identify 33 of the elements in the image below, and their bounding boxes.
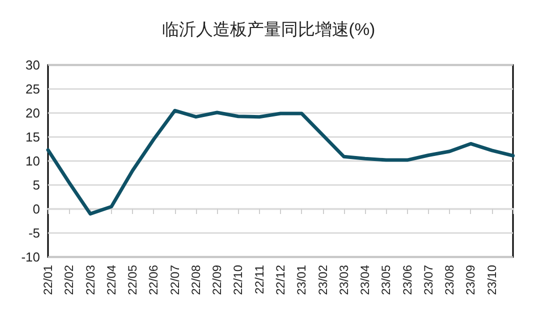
x-tick-label: 22/03 (83, 264, 98, 296)
y-tick-label: 0 (32, 202, 40, 216)
x-tick-label: 23/04 (358, 264, 372, 296)
x-tick-label: 22/10 (231, 264, 246, 296)
x-tick-label: 22/12 (274, 264, 288, 296)
x-tick-label: 22/07 (168, 264, 182, 296)
x-tick-label: 23/05 (379, 264, 394, 296)
y-tick-label: 10 (26, 154, 40, 168)
x-tick-label: 22/05 (126, 264, 140, 296)
x-tick-label: 23/03 (336, 264, 351, 296)
x-tick-label: 23/07 (421, 264, 436, 296)
x-tick-label: 22/09 (210, 264, 224, 296)
y-tick-label: 30 (26, 58, 40, 72)
x-tick-label: 22/06 (146, 264, 161, 296)
x-tick-label: 22/02 (62, 264, 76, 296)
y-tick-label: -5 (28, 226, 40, 240)
y-tick-label: 20 (26, 106, 40, 120)
y-tick-label: 25 (26, 82, 40, 96)
x-tick-label: 23/02 (316, 264, 330, 296)
x-tick-label: 23/10 (484, 264, 499, 296)
x-tick-label: 22/11 (252, 264, 266, 294)
x-tick-label: 23/01 (294, 264, 309, 296)
x-tick-label: 23/06 (400, 264, 414, 296)
line-series (46, 108, 515, 216)
y-tick-label: -10 (21, 250, 40, 264)
x-tick-label: 23/08 (442, 264, 457, 296)
x-tick-label: 22/01 (41, 264, 55, 296)
x-tick-label: 23/09 (464, 264, 478, 296)
chart-title: 临沂人造板产量同比增速(%) (162, 20, 376, 39)
y-tick-label: 5 (32, 178, 40, 192)
x-tick-label: 22/04 (104, 264, 118, 296)
x-tick-label: 22/08 (188, 264, 203, 296)
y-tick-label: 15 (26, 130, 40, 144)
